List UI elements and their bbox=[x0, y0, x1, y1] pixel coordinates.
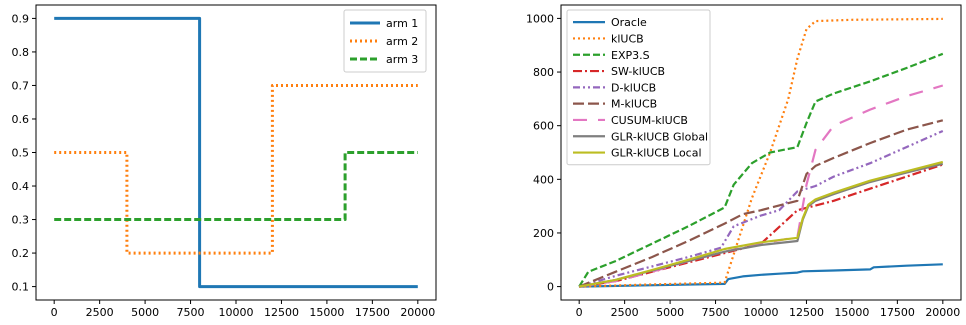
x-tick-label: 12500 bbox=[264, 306, 299, 319]
y-tick-label: 0.7 bbox=[12, 79, 30, 92]
x-tick-label: 7500 bbox=[702, 306, 730, 319]
chart-arm-means: 0 2500 5000 7500 10000 12500 15000 17500 20000 0.… bbox=[12, 4, 437, 319]
legend-label: GLR-klUCB Local bbox=[611, 147, 702, 160]
series-line-cusum-klucb bbox=[579, 84, 944, 288]
x-tick-label: 15000 bbox=[309, 306, 344, 319]
legend-box bbox=[343, 9, 427, 73]
y-tick-label: 0.1 bbox=[12, 281, 30, 294]
series-line-klucb bbox=[579, 17, 943, 288]
chart-regret: 0 2500 5000 7500 10000 12500 15000 17500 20000 0 2… bbox=[526, 4, 962, 319]
legend-label: SW-klUCB bbox=[611, 65, 665, 78]
y-tick-label: 0.5 bbox=[12, 147, 30, 160]
series-line-arm-1 bbox=[54, 16, 418, 289]
series-lines bbox=[578, 17, 944, 288]
y-tick-label: 800 bbox=[533, 66, 554, 79]
legend-label: klUCB bbox=[611, 32, 644, 45]
legend-label: CUSUM-klUCB bbox=[611, 114, 688, 127]
y-tick-label: 0.3 bbox=[12, 214, 30, 227]
legend-box bbox=[566, 9, 711, 166]
x-tick-label: 10000 bbox=[219, 306, 254, 319]
series-line-sw-klucb bbox=[579, 163, 944, 288]
legend-label: GLR-klUCB Global bbox=[611, 130, 708, 143]
legend: arm 1 arm 2 arm 3 bbox=[343, 9, 427, 73]
x-tick-label: 12500 bbox=[789, 306, 824, 319]
y-tick-label: 0.9 bbox=[12, 12, 30, 25]
legend-label: EXP3.S bbox=[611, 49, 650, 62]
y-tick-label: 200 bbox=[533, 227, 554, 240]
y-tick-label: 600 bbox=[533, 120, 554, 133]
legend-label: M-klUCB bbox=[611, 98, 657, 111]
x-tick-label: 5000 bbox=[656, 306, 684, 319]
x-tick-label: 0 bbox=[576, 306, 583, 319]
legend-label: Oracle bbox=[611, 16, 647, 29]
series-line-arm-2 bbox=[54, 84, 418, 255]
x-tick-label: 0 bbox=[51, 306, 58, 319]
legend-label: arm 1 bbox=[386, 17, 418, 30]
x-tick-label: 7500 bbox=[177, 306, 205, 319]
series-lines bbox=[54, 16, 418, 289]
x-tick-label: 17500 bbox=[880, 306, 915, 319]
series-line-glr-klucb-local bbox=[579, 160, 944, 288]
legend: Oracle klUCB EXP3.S SW-klUCB D-klUCB M-klUCB C… bbox=[566, 9, 711, 166]
x-tick-label: 15000 bbox=[834, 306, 869, 319]
series-line-m-klucb bbox=[578, 119, 944, 288]
y-tick-label: 0.8 bbox=[12, 46, 30, 59]
y-tick-label: 400 bbox=[533, 173, 554, 186]
x-tick-label: 10000 bbox=[744, 306, 779, 319]
series-line-arm-3 bbox=[54, 151, 418, 221]
y-tick-label: 0.4 bbox=[12, 180, 30, 193]
x-tick-label: 2500 bbox=[86, 306, 114, 319]
series-line-d-klucb bbox=[578, 129, 944, 288]
legend-label: D-klUCB bbox=[611, 81, 656, 94]
y-tick-label: 0.2 bbox=[12, 247, 30, 260]
y-tick-label: 0.6 bbox=[12, 113, 30, 126]
series-line-exp3-s bbox=[578, 52, 944, 288]
x-tick-label: 17500 bbox=[355, 306, 390, 319]
x-tick-label: 5000 bbox=[131, 306, 159, 319]
x-tick-label: 20000 bbox=[400, 306, 435, 319]
y-tick-label: 0 bbox=[547, 281, 554, 294]
x-tick-label: 20000 bbox=[925, 306, 960, 319]
legend-label: arm 2 bbox=[386, 35, 418, 48]
y-tick-label: 1000 bbox=[526, 12, 554, 25]
x-tick-label: 2500 bbox=[611, 306, 639, 319]
legend-label: arm 3 bbox=[386, 53, 418, 66]
series-line-oracle bbox=[579, 263, 943, 288]
